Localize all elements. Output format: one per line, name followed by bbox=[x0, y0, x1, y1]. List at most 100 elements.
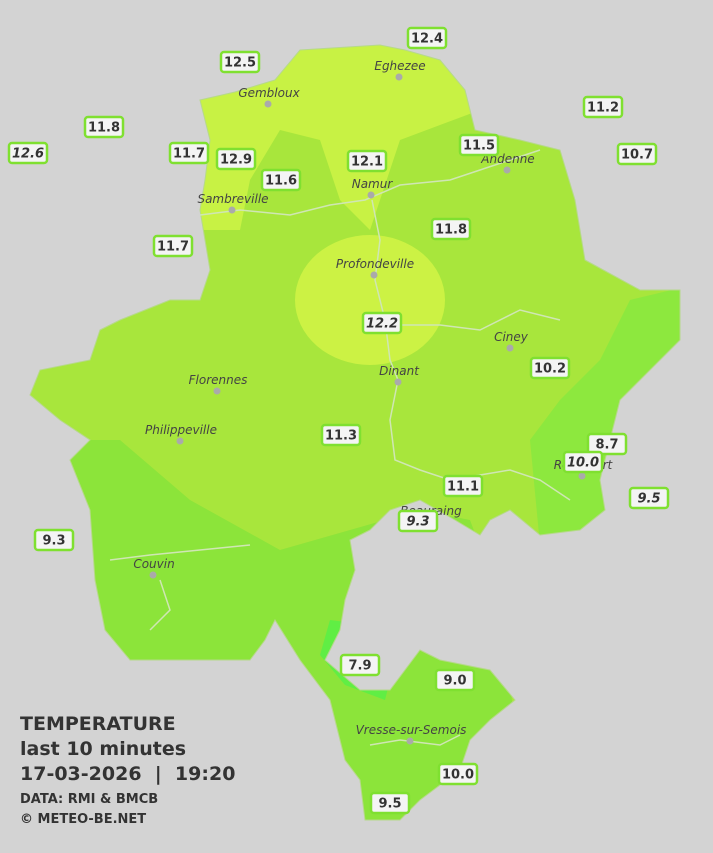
station-value: 11.8 bbox=[88, 121, 120, 136]
station-box bbox=[437, 762, 479, 786]
city-name: Gembloux bbox=[238, 86, 300, 100]
city-dot bbox=[503, 166, 511, 174]
city-dot bbox=[578, 472, 586, 480]
station-box bbox=[7, 141, 49, 165]
city-dot bbox=[264, 100, 272, 108]
station-label: 11.5 bbox=[458, 133, 500, 157]
station-box bbox=[529, 356, 571, 380]
station-label: 11.7 bbox=[152, 234, 194, 258]
station-box bbox=[83, 115, 125, 139]
station-box bbox=[346, 149, 388, 173]
cities: EghezeeGemblouxAndenneNamurSambrevillePr… bbox=[133, 59, 614, 745]
station-value: 12.5 bbox=[224, 56, 256, 71]
station-value: 9.5 bbox=[378, 797, 401, 812]
station-box bbox=[152, 234, 194, 258]
station-value: 11.3 bbox=[325, 429, 357, 444]
station-box bbox=[458, 133, 500, 157]
station-box bbox=[339, 653, 381, 677]
station-box bbox=[582, 95, 624, 119]
station-value: 7.9 bbox=[348, 659, 371, 674]
station-value: 9.3 bbox=[406, 515, 429, 530]
legend: TEMPERATURE last 10 minutes 17-03-2026 |… bbox=[20, 713, 235, 827]
station-box bbox=[434, 668, 476, 692]
station-label: 9.5 bbox=[369, 791, 411, 815]
station-label: 12.9 bbox=[215, 147, 257, 171]
legend-datetime: 17-03-2026 | 19:20 bbox=[20, 763, 235, 785]
city-dot bbox=[394, 378, 402, 386]
station-box bbox=[628, 486, 670, 510]
station-box bbox=[442, 474, 484, 498]
station-value: 12.4 bbox=[411, 32, 443, 47]
station-value: 10.7 bbox=[621, 148, 653, 163]
station-box bbox=[586, 432, 628, 456]
station-box bbox=[397, 509, 439, 533]
station-box bbox=[320, 423, 362, 447]
city-dot bbox=[176, 437, 184, 445]
city-name: Sambreville bbox=[197, 192, 268, 206]
station-value: 11.6 bbox=[265, 174, 297, 189]
legend-subtitle: last 10 minutes bbox=[20, 738, 186, 760]
city-dot bbox=[213, 387, 221, 395]
station-value: 12.1 bbox=[351, 155, 383, 170]
city-name: Profondeville bbox=[336, 257, 414, 271]
city-name: Namur bbox=[352, 177, 394, 191]
legend-copyright: © METEO-BE.NET bbox=[20, 812, 146, 827]
city-name: Florennes bbox=[189, 373, 248, 387]
station-box bbox=[369, 791, 411, 815]
city-dot bbox=[370, 271, 378, 279]
station-label: 9.3 bbox=[397, 509, 439, 533]
station-box bbox=[168, 141, 210, 165]
city-dot bbox=[367, 191, 375, 199]
station-box bbox=[406, 26, 448, 50]
city-name: Couvin bbox=[133, 557, 174, 571]
station-label: 12.1 bbox=[346, 149, 388, 173]
city-name: Dinant bbox=[379, 364, 420, 378]
station-value: 8.7 bbox=[595, 438, 618, 453]
station-label: 11.2 bbox=[582, 95, 624, 119]
station-label: 11.7 bbox=[168, 141, 210, 165]
city-dot bbox=[506, 344, 514, 352]
city-name: Eghezee bbox=[374, 59, 425, 73]
station-label: 12.5 bbox=[219, 50, 261, 74]
station-value: 11.5 bbox=[463, 139, 495, 154]
station-box bbox=[361, 311, 403, 335]
city-name: Philippeville bbox=[145, 423, 217, 437]
station-box bbox=[215, 147, 257, 171]
station-box bbox=[562, 450, 604, 474]
station-label: 11.3 bbox=[320, 423, 362, 447]
city-dot bbox=[149, 571, 157, 579]
station-label: 10.0 bbox=[437, 762, 479, 786]
station-value: 12.9 bbox=[220, 153, 252, 168]
city-dot bbox=[395, 73, 403, 81]
station-box bbox=[219, 50, 261, 74]
rivers bbox=[109, 149, 571, 746]
station-label: 11.8 bbox=[430, 217, 472, 241]
station-label: 11.8 bbox=[83, 115, 125, 139]
legend-title: TEMPERATURE bbox=[20, 713, 176, 735]
station-value: 11.8 bbox=[435, 223, 467, 238]
station-box bbox=[33, 528, 75, 552]
station-value: 9.5 bbox=[637, 492, 660, 507]
city-name: Ciney bbox=[494, 330, 529, 344]
station-label: 10.7 bbox=[616, 142, 658, 166]
station-value: 12.2 bbox=[366, 317, 398, 332]
station-value: 11.7 bbox=[157, 240, 189, 255]
station-value: 9.3 bbox=[42, 534, 65, 549]
station-value: 11.1 bbox=[447, 480, 479, 495]
station-label: 10.2 bbox=[529, 356, 571, 380]
station-label: 12.2 bbox=[361, 311, 403, 335]
stations: 12.4 12.5 11.8 12.6 11.7 12.9 11.6 12.1 11.5 11.2… bbox=[7, 26, 670, 815]
station-label: 10.0 bbox=[562, 450, 604, 474]
station-label: 9.3 bbox=[33, 528, 75, 552]
station-label: 11.6 bbox=[260, 168, 302, 192]
station-value: 10.2 bbox=[534, 362, 566, 377]
station-label: 9.5 bbox=[628, 486, 670, 510]
station-label: 12.4 bbox=[406, 26, 448, 50]
city-dot bbox=[228, 206, 236, 214]
station-label: 8.7 bbox=[586, 432, 628, 456]
legend-source: DATA: RMI & BMCB bbox=[20, 792, 158, 807]
station-label: 11.1 bbox=[442, 474, 484, 498]
station-value: 11.2 bbox=[587, 101, 619, 116]
